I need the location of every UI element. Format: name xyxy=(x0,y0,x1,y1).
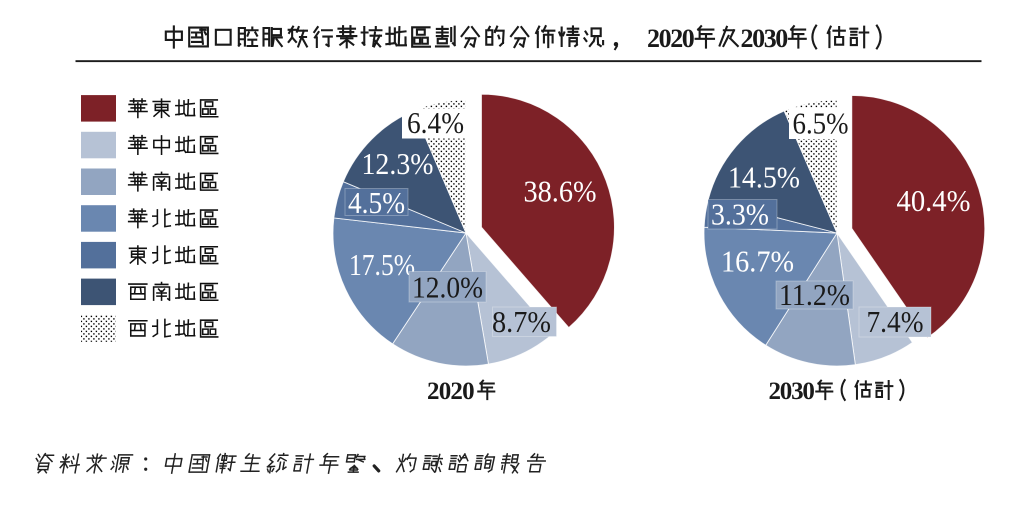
svg-text:2030: 2030 xyxy=(769,378,815,405)
svg-text:16.7%: 16.7% xyxy=(721,244,794,279)
svg-text:14.5%: 14.5% xyxy=(728,160,800,195)
svg-text:8.7%: 8.7% xyxy=(492,304,551,339)
svg-text:11.2%: 11.2% xyxy=(779,277,850,312)
svg-text:6.5%: 6.5% xyxy=(793,106,849,141)
svg-text:17.5%: 17.5% xyxy=(349,247,415,282)
svg-text:2030: 2030 xyxy=(741,24,789,53)
svg-text:38.6%: 38.6% xyxy=(524,174,597,209)
svg-text:7.4%: 7.4% xyxy=(867,304,924,339)
svg-text:4.5%: 4.5% xyxy=(348,185,405,220)
svg-text:2020: 2020 xyxy=(427,378,474,405)
svg-text:40.4%: 40.4% xyxy=(897,183,971,218)
svg-text:12.3%: 12.3% xyxy=(362,146,434,181)
svg-text:6.4%: 6.4% xyxy=(407,105,464,140)
svg-text:12.0%: 12.0% xyxy=(412,269,483,304)
svg-text:2020: 2020 xyxy=(647,24,695,53)
svg-text:3.3%: 3.3% xyxy=(711,197,769,232)
